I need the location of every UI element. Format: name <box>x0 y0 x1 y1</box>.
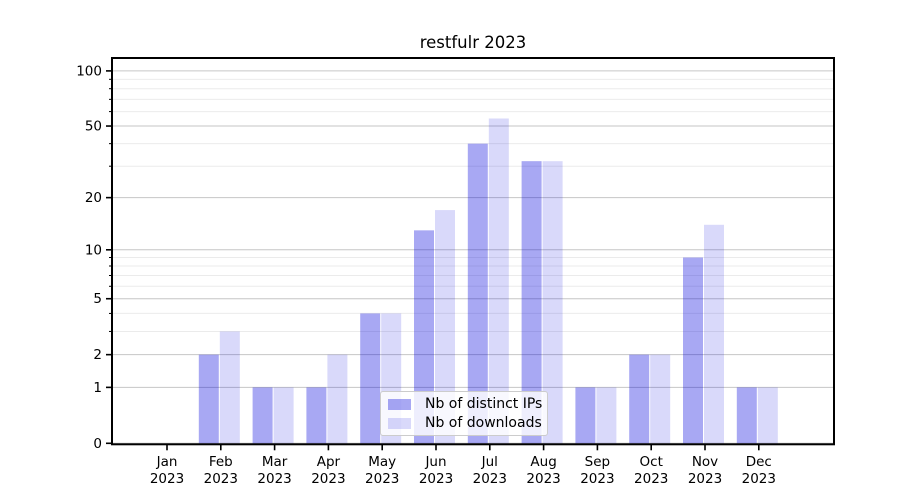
x-tick-label: Sep 2023 <box>580 454 614 487</box>
x-tick-label: Oct 2023 <box>634 454 668 487</box>
bar-nov-distinct-ips <box>683 257 703 444</box>
bar-feb-distinct-ips <box>198 354 219 444</box>
y-tick-label: 1 <box>93 380 102 396</box>
x-tick-label: Nov 2023 <box>688 454 722 487</box>
bar-dec-distinct-ips <box>736 387 757 444</box>
bar-may-distinct-ips <box>360 313 381 444</box>
bar-apr-distinct-ips <box>306 387 327 444</box>
legend-item-downloads: Nb of downloads <box>388 415 542 431</box>
bar-nov-downloads <box>704 224 724 444</box>
bar-mar-downloads <box>273 387 294 444</box>
x-tick-label: Jun 2023 <box>419 454 453 487</box>
legend-swatch-downloads <box>388 417 411 429</box>
x-tick-label: Dec 2023 <box>742 454 776 487</box>
x-tick-label: Aug 2023 <box>526 454 560 487</box>
bar-jul-distinct-ips <box>467 143 488 444</box>
bar-apr-downloads <box>327 354 348 444</box>
bar-oct-downloads <box>650 354 671 444</box>
legend-swatch-distinct-ips <box>388 398 411 410</box>
bar-dec-downloads <box>757 387 778 444</box>
bar-jul-downloads <box>488 118 509 444</box>
x-tick-label: May 2023 <box>365 454 399 487</box>
bar-mar-distinct-ips <box>252 387 273 444</box>
y-tick-label: 100 <box>76 63 102 79</box>
bar-aug-downloads <box>542 161 563 444</box>
x-tick-label: Jul 2023 <box>473 454 507 487</box>
y-tick-label: 5 <box>93 291 102 307</box>
legend-label-distinct-ips: Nb of distinct IPs <box>425 396 543 412</box>
x-tick-label: Mar 2023 <box>257 454 291 487</box>
legend-item-distinct-ips: Nb of distinct IPs <box>388 396 542 412</box>
bar-jun-downloads <box>435 210 455 444</box>
bar-aug-distinct-ips <box>521 161 542 444</box>
x-tick-label: Jan 2023 <box>150 454 184 487</box>
y-tick-label: 0 <box>93 436 102 452</box>
y-tick-label: 20 <box>85 190 102 206</box>
y-tick-label: 10 <box>85 242 102 258</box>
x-tick-label: Feb 2023 <box>204 454 238 487</box>
bar-sep-distinct-ips <box>575 387 596 444</box>
y-tick-label: 2 <box>93 347 102 363</box>
bar-oct-distinct-ips <box>629 354 650 444</box>
legend: Nb of distinct IPs Nb of downloads <box>380 391 548 436</box>
bar-jun-distinct-ips <box>414 230 434 444</box>
plot-border <box>111 57 835 446</box>
y-tick-label: 50 <box>85 119 102 135</box>
chart-title: restfulr 2023 <box>419 33 527 52</box>
x-tick-label: Apr 2023 <box>311 454 345 487</box>
bar-feb-downloads <box>219 331 240 444</box>
bar-sep-downloads <box>596 387 617 444</box>
legend-label-downloads: Nb of downloads <box>425 415 542 431</box>
